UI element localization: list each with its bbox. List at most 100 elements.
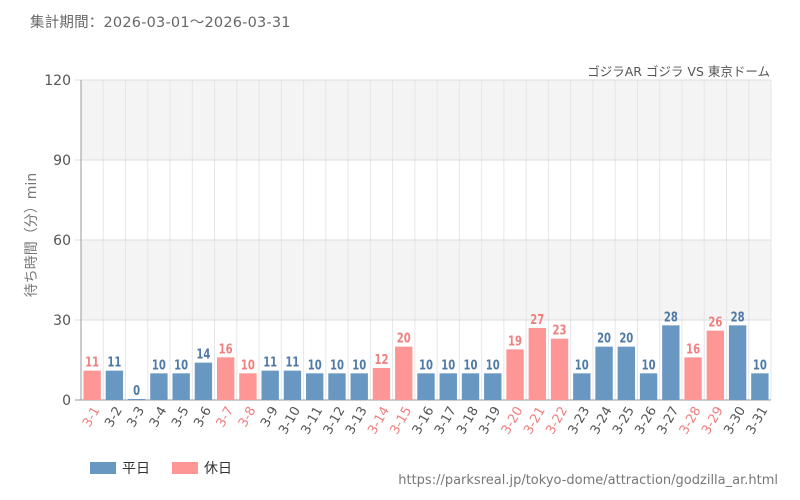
x-tick-label: 3-16	[410, 404, 438, 437]
x-tick-label: 3-20	[499, 404, 527, 437]
bar	[194, 362, 213, 400]
data-label: 10	[330, 358, 344, 373]
x-tick-label: 3-21	[521, 404, 549, 437]
data-label: 28	[731, 310, 745, 325]
x-tick-label: 3-30	[721, 404, 749, 437]
bar	[216, 357, 235, 400]
grid-band	[81, 240, 771, 320]
grid-band	[81, 80, 771, 160]
y-tick-label: 30	[53, 313, 71, 329]
x-tick-label: 3-18	[454, 404, 482, 437]
bar	[239, 373, 257, 400]
x-tick-label: 3-15	[387, 404, 415, 437]
x-tick-label: 3-26	[632, 404, 660, 437]
x-tick-label: 3-14	[365, 404, 393, 437]
data-label: 10	[152, 358, 166, 373]
data-label: 20	[619, 332, 633, 347]
x-tick-label: 3-23	[566, 404, 594, 437]
bar	[595, 346, 613, 400]
bar	[550, 338, 569, 400]
data-label: 10	[441, 358, 455, 373]
bar	[350, 373, 368, 400]
x-tick-label: 3-7	[214, 404, 238, 430]
bar	[395, 346, 413, 400]
bar	[639, 373, 658, 400]
data-label: 11	[107, 356, 121, 371]
bar	[573, 373, 591, 400]
bar	[662, 325, 680, 400]
data-label: 11	[285, 356, 299, 371]
period-text: 集計期間：2026-03-01〜2026-03-31	[30, 15, 291, 31]
data-label: 19	[508, 334, 522, 349]
bar	[372, 368, 391, 400]
x-tick-label: 3-24	[588, 404, 616, 437]
x-tick-label: 3-10	[276, 404, 304, 437]
x-tick-label: 3-3	[125, 404, 149, 430]
data-label: 10	[308, 358, 322, 373]
x-tick-label: 3-31	[744, 404, 772, 437]
data-label: 10	[753, 358, 767, 373]
data-label: 27	[530, 313, 544, 328]
legend-item-weekday: 平日	[90, 458, 150, 478]
x-tick-label: 3-17	[432, 404, 460, 437]
data-label: 23	[553, 324, 567, 339]
x-tick-label: 3-28	[677, 404, 705, 437]
data-label: 10	[419, 358, 433, 373]
bar	[751, 373, 769, 400]
bar	[439, 373, 457, 400]
bar	[706, 330, 725, 400]
bar	[461, 373, 480, 400]
bar	[127, 399, 146, 400]
data-label: 10	[352, 358, 366, 373]
data-label: 20	[597, 332, 611, 347]
x-tick-label: 3-11	[298, 404, 326, 437]
data-label: 12	[374, 353, 388, 368]
data-label: 10	[464, 358, 478, 373]
legend-swatch-holiday	[172, 462, 198, 474]
x-tick-label: 3-1	[80, 404, 104, 430]
bar	[261, 370, 279, 400]
legend: 平日 休日	[90, 458, 254, 478]
x-tick-label: 3-6	[191, 404, 215, 430]
bar	[506, 349, 524, 400]
data-label: 14	[196, 348, 210, 363]
y-tick-label: 90	[53, 153, 71, 169]
y-tick-label: 0	[62, 393, 71, 409]
data-label: 16	[686, 342, 700, 357]
x-tick-label: 3-12	[321, 404, 349, 437]
data-label: 10	[241, 358, 255, 373]
bar	[728, 325, 747, 400]
data-label: 10	[174, 358, 188, 373]
bar	[617, 346, 636, 400]
x-tick-label: 3-25	[610, 404, 638, 437]
legend-label-weekday: 平日	[122, 461, 150, 477]
y-tick-label: 60	[53, 233, 71, 249]
data-label: 0	[133, 384, 140, 399]
x-tick-label: 3-29	[699, 404, 727, 437]
data-label: 16	[219, 342, 233, 357]
data-label: 10	[486, 358, 500, 373]
x-tick-label: 3-5	[169, 404, 193, 430]
bar	[528, 328, 546, 400]
bar	[684, 357, 702, 400]
x-tick-label: 3-4	[147, 404, 171, 430]
data-label: 10	[642, 358, 656, 373]
bar	[484, 373, 502, 400]
y-tick-label: 120	[44, 73, 71, 89]
source-url: https://parksreal.jp/tokyo-dome/attracti…	[398, 473, 778, 488]
bar	[105, 370, 124, 400]
bar	[172, 373, 190, 400]
attraction-name: ゴジラAR ゴジラ VS 東京ドーム	[587, 64, 770, 79]
legend-item-holiday: 休日	[172, 458, 232, 478]
x-tick-label: 3-19	[477, 404, 505, 437]
data-label: 11	[263, 356, 277, 371]
data-label: 10	[575, 358, 589, 373]
x-tick-label: 3-8	[236, 404, 260, 430]
bar	[306, 373, 324, 400]
legend-label-holiday: 休日	[204, 461, 232, 477]
bar	[417, 373, 435, 400]
bar	[83, 370, 101, 400]
legend-swatch-weekday	[90, 462, 116, 474]
data-label: 11	[85, 356, 99, 371]
